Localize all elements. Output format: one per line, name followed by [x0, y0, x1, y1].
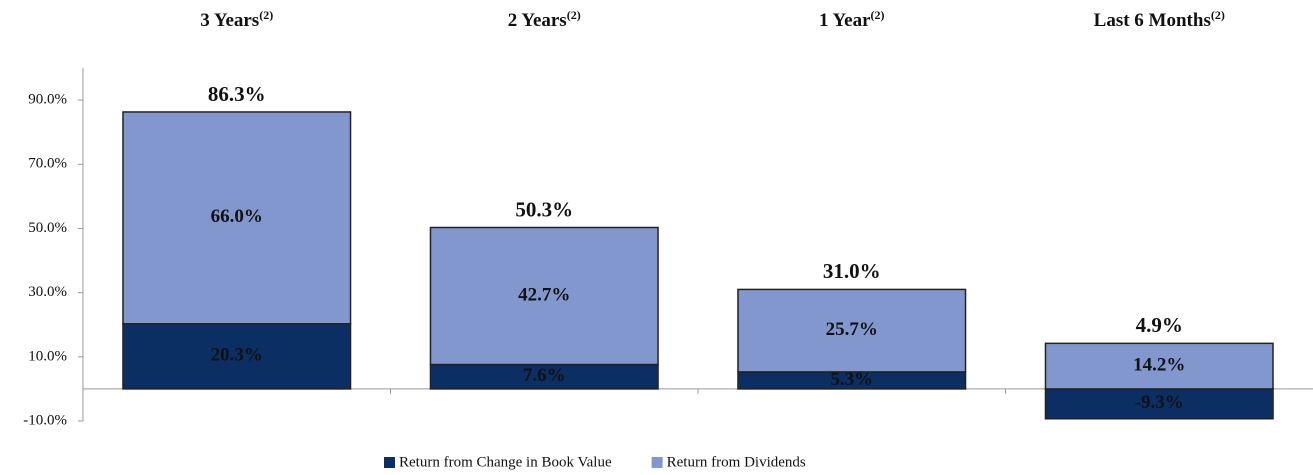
y-tick-label: 90.0% — [28, 92, 67, 108]
legend-label: Return from Dividends — [667, 454, 806, 470]
y-tick-label: 50.0% — [28, 220, 67, 236]
bar-segment — [1044, 388, 1274, 420]
segment-label: 5.3% — [830, 369, 873, 390]
segment-label: 20.3% — [211, 345, 263, 366]
legend-swatch — [384, 457, 395, 468]
bar-segment — [122, 111, 352, 325]
category-note: (2) — [259, 8, 273, 22]
legend-label: Return from Change in Book Value — [399, 454, 612, 470]
y-tick-label: 30.0% — [28, 284, 67, 300]
total-label: 50.3% — [515, 197, 573, 221]
bar-segment — [737, 288, 967, 373]
bar-segment — [1044, 342, 1274, 390]
category-label: 1 Year(2) — [819, 8, 885, 32]
segment-label: 66.0% — [211, 206, 263, 227]
segment-label: 7.6% — [523, 365, 566, 386]
category-note: (2) — [871, 8, 885, 22]
segment-label: -9.3% — [1135, 392, 1184, 413]
y-tick-label: -10.0% — [23, 412, 67, 428]
segment-label: 42.7% — [518, 284, 570, 305]
bar-segment — [429, 226, 659, 366]
category-label: 2 Years(2) — [508, 8, 581, 32]
legend-swatch — [651, 457, 663, 468]
total-label: 4.9% — [1136, 313, 1183, 337]
category-label: 3 Years(2) — [200, 8, 273, 32]
category-note: (2) — [567, 8, 581, 22]
category-label: Last 6 Months(2) — [1094, 8, 1225, 32]
category-name: 2 Years — [508, 10, 567, 31]
bar-segment — [429, 363, 659, 390]
y-tick-label: 10.0% — [28, 348, 67, 364]
bar-segment — [122, 323, 352, 390]
category-name: Last 6 Months — [1094, 10, 1211, 31]
segment-label: 14.2% — [1133, 354, 1185, 375]
category-name: 1 Year — [819, 10, 871, 31]
category-note: (2) — [1211, 8, 1225, 22]
total-label: 31.0% — [823, 259, 881, 283]
segment-label: 25.7% — [826, 319, 878, 340]
y-tick-label: 70.0% — [28, 156, 67, 172]
total-label: 86.3% — [208, 82, 266, 106]
category-name: 3 Years — [200, 10, 259, 31]
